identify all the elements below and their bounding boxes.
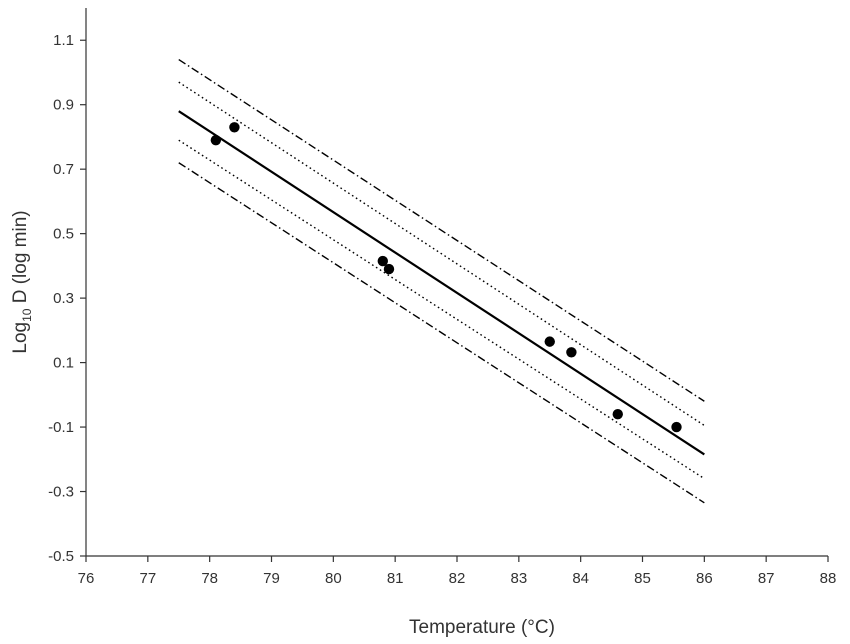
x-axis-ticks: 76 77 78 79 80 81 82 83 84 85 86 87 88 [78,556,837,587]
x-tick-label: 82 [449,570,466,587]
data-point [544,336,555,347]
regression-line [178,110,705,456]
x-tick-label: 80 [325,570,342,587]
x-tick-label: 81 [387,570,404,587]
y-tick-label: 0.9 [53,97,74,114]
x-tick-label: 84 [572,570,589,587]
y-tick-label: 0.5 [53,226,74,243]
data-point [229,122,240,133]
y-axis-ticks: -0.5 -0.3 -0.1 0.1 0.3 0.5 0.7 0.9 1.1 [48,32,86,565]
x-tick-label: 88 [820,570,837,587]
y-axis-title-prefix: Log [10,322,31,354]
prediction-upper-line [178,58,705,402]
y-axis-title-suffix: D (log min) [10,210,31,308]
x-tick-label: 83 [510,570,527,587]
x-axis-title: Temperature (°C) [409,617,555,638]
confidence-lower-line [178,139,705,480]
x-tick-label: 87 [758,570,775,587]
data-points [210,122,682,433]
data-point [377,255,388,267]
data-point [612,408,623,420]
y-tick-label: -0.1 [48,419,74,436]
data-point [210,134,222,146]
prediction-lower-line [178,162,705,504]
data-point [671,421,682,433]
axes [85,8,828,557]
x-tick-label: 77 [139,570,156,587]
x-tick-label: 78 [201,570,218,587]
confidence-upper-line [178,81,705,427]
y-tick-label: -0.3 [48,484,74,501]
x-tick-label: 79 [263,570,280,587]
data-point [383,263,395,275]
data-point [566,347,577,358]
x-tick-label: 76 [78,570,95,587]
y-tick-label: 0.1 [53,355,74,372]
x-tick-label: 85 [634,570,651,587]
fit-lines [178,58,705,504]
y-tick-label: 0.7 [53,161,74,178]
y-axis-title-subscript: 10 [20,308,34,322]
x-tick-label: 86 [696,570,713,587]
y-tick-label: 1.1 [53,32,74,49]
y-axis-title: Log10 D (log min) [10,210,34,353]
y-tick-label: -0.5 [48,548,74,565]
y-tick-label: 0.3 [53,290,74,307]
